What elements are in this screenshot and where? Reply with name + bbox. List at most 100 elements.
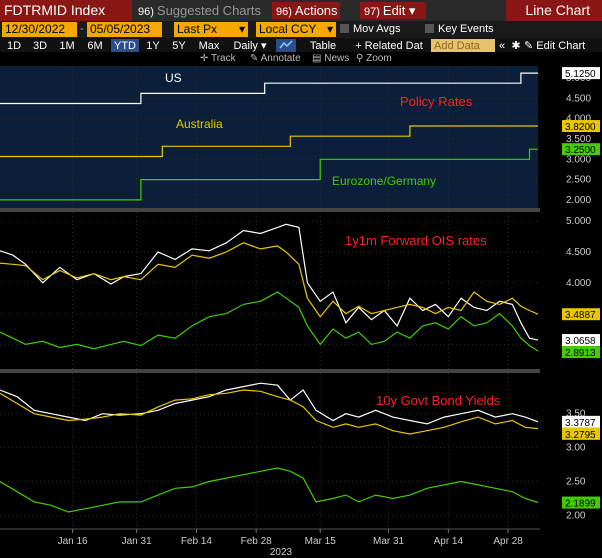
- magnifier-icon: ⚲: [356, 53, 367, 64]
- x-axis-year: 2023: [270, 547, 293, 558]
- line-chart-glyph: [279, 40, 293, 49]
- last-value-badge: [562, 415, 600, 428]
- related-data-button[interactable]: + Related Dat: [355, 40, 423, 52]
- price-field-value: Last Px: [177, 22, 218, 36]
- settings-gear-icon[interactable]: ✱: [511, 40, 521, 52]
- last-value-badge: [562, 120, 600, 133]
- actions-button[interactable]: 96)Actions ▾: [272, 2, 340, 37]
- table-button[interactable]: Table: [309, 40, 337, 52]
- top-toolbar: FDTRMID Index 96) Suggested Charts 96) Act…: [0, 0, 602, 37]
- date-separator: -: [80, 23, 84, 35]
- x-tick-label: Mar 15: [305, 536, 337, 547]
- panel-annotation: Policy Rates: [400, 94, 473, 109]
- y-tick-label: 3.500: [566, 134, 591, 145]
- y-tick-label: 4.500: [566, 93, 591, 104]
- x-tick-label: Jan 16: [58, 536, 88, 547]
- mov-avgs-label: Mov Avgs: [353, 23, 401, 35]
- track-label: Track: [210, 53, 236, 64]
- suggested-charts-button[interactable]: 96) Suggested Charts: [134, 2, 265, 19]
- edit-chart-button[interactable]: ✎ Edit Chart: [524, 39, 602, 54]
- price-field-select[interactable]: Last Px ▾: [174, 22, 248, 37]
- annotate-tool[interactable]: ✎ Annotate: [250, 52, 301, 66]
- period-1d-button[interactable]: 1D: [6, 40, 22, 52]
- last-value-label: 3.4887: [565, 310, 596, 321]
- security-ticker[interactable]: FDTRMID Index: [0, 0, 132, 21]
- zoom-tool[interactable]: ⚲ Zoom: [356, 52, 392, 66]
- last-value-badge: [562, 143, 600, 156]
- y-tick-label: 2.000: [566, 195, 591, 206]
- series-line-eurozone-germany: [0, 467, 539, 513]
- last-value-badge: [562, 334, 600, 347]
- series-line-australia: [0, 242, 539, 318]
- controls-toolbar: 12/30/2022 - 05/05/2023 Last Px ▾ Local C…: [0, 21, 602, 38]
- panel-separator: [0, 369, 602, 373]
- dropdown-arrow-icon: ▾: [326, 22, 333, 36]
- last-value-label: 3.8200: [565, 122, 596, 133]
- x-tick-label: Apr 28: [493, 536, 523, 547]
- series-line-us: [0, 72, 538, 105]
- period-max-button[interactable]: Max: [198, 40, 220, 52]
- y-tick-label: 2.500: [566, 175, 591, 186]
- panel-annotation: 1y1m Forward OIS rates: [345, 233, 487, 248]
- zoom-label: Zoom: [366, 53, 392, 64]
- period-ytd-button[interactable]: YTD: [111, 39, 139, 54]
- pencil-icon: ✎: [250, 53, 261, 64]
- series-line-australia: [0, 125, 538, 158]
- y-tick-label: 2.00: [566, 510, 586, 521]
- last-value-badge: [562, 308, 600, 321]
- actions-code: 96): [276, 6, 292, 18]
- y-tick-label: 3.50: [566, 409, 586, 420]
- checkbox-icon: [340, 24, 349, 33]
- news-icon: ▤: [312, 53, 325, 64]
- x-tick-label: Feb 28: [241, 536, 273, 547]
- edit-label: Edit: [382, 3, 406, 18]
- last-value-badge: [562, 67, 600, 80]
- news-tool[interactable]: ▤ News: [312, 52, 349, 66]
- y-tick-label: 5.000: [566, 216, 591, 227]
- dropdown-arrow-icon: ▾: [257, 40, 267, 52]
- y-tick-label: 4.500: [566, 247, 591, 258]
- y-axis-strip: [540, 66, 602, 529]
- chart-tools-row: ✛ Track ✎ Annotate ▤ News ⚲ Zoom: [0, 52, 602, 66]
- series-line-eurozone-germany: [0, 291, 539, 352]
- last-value-label: 3.3787: [565, 418, 596, 429]
- add-data-field[interactable]: Add Data: [431, 39, 495, 54]
- period-1y-button[interactable]: 1Y: [146, 40, 160, 52]
- actions-label: Actions: [294, 3, 338, 18]
- panel-annotation: 10y Govt Bond Yields: [376, 393, 501, 408]
- period-6m-button[interactable]: 6M: [87, 40, 103, 52]
- news-label: News: [324, 53, 350, 64]
- key-events-checkbox[interactable]: Key Events: [425, 22, 515, 37]
- series-name-label: US: [165, 71, 182, 85]
- last-value-badge: [562, 427, 600, 440]
- edit-button[interactable]: 97) Edit ▾: [360, 2, 426, 19]
- crosshair-icon: ✛: [200, 53, 211, 64]
- period-1m-button[interactable]: 1M: [59, 40, 75, 52]
- start-date-field[interactable]: 12/30/2022: [2, 22, 77, 37]
- period-3d-button[interactable]: 3D: [32, 40, 48, 52]
- x-tick-label: Apr 14: [434, 536, 464, 547]
- x-tick-label: Jan 31: [122, 536, 152, 547]
- suggested-charts-code: 96): [138, 6, 154, 18]
- period-5y-button[interactable]: 5Y: [172, 40, 186, 52]
- series-name-label: Australia: [176, 117, 223, 131]
- end-date-field[interactable]: 05/05/2023: [87, 22, 162, 37]
- track-tool[interactable]: ✛ Track: [200, 52, 236, 66]
- last-value-label: 2.8913: [565, 348, 596, 359]
- checkbox-icon: [425, 24, 434, 33]
- last-value-label: 3.2500: [565, 145, 596, 156]
- suggested-charts-label: Suggested Charts: [156, 3, 261, 18]
- y-tick-label: 4.000: [566, 278, 591, 289]
- series-name-label: Eurozone/Germany: [332, 174, 436, 188]
- mov-avgs-checkbox[interactable]: Mov Avgs: [340, 22, 420, 37]
- line-chart-icon[interactable]: [276, 39, 296, 54]
- period-toolbar: 1D 3D 1M 6M YTD 1Y 5Y Max Daily ▾ Table …: [0, 38, 602, 55]
- currency-select[interactable]: Local CCY ▾: [256, 22, 336, 37]
- collapse-left-icon[interactable]: «: [498, 40, 506, 52]
- chart-area[interactable]: 2.000 2.500 3.000 3.500 4.000 4.500 5.000 5.125…: [0, 52, 602, 558]
- frequency-select[interactable]: Daily ▾: [227, 39, 273, 54]
- series-line-australia: [0, 389, 539, 435]
- x-tick-label: Mar 31: [373, 536, 405, 547]
- series-line-us: [0, 382, 539, 425]
- panel-separator: [0, 208, 602, 212]
